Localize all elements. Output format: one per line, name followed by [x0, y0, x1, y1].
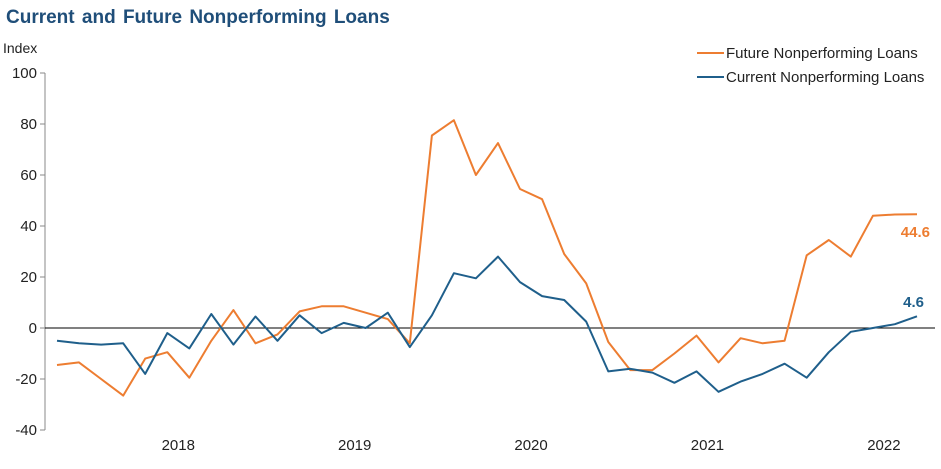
y-tick-label: 100 — [12, 65, 37, 82]
end-value-label-current: 4.6 — [903, 294, 924, 311]
y-tick-label: -20 — [15, 371, 37, 388]
series-line-current — [56, 255, 918, 393]
y-tick-label: -40 — [15, 422, 37, 439]
end-value-label-future: 44.6 — [901, 224, 930, 241]
x-tick-label-year: 2020 — [514, 437, 547, 454]
y-tick-label: 20 — [20, 269, 37, 286]
y-tick-label: 80 — [20, 116, 37, 133]
x-tick-label-year: 2019 — [338, 437, 371, 454]
legend-label-future: Future Nonperforming Loans — [726, 45, 918, 62]
x-tick-label-year: 2018 — [162, 437, 195, 454]
chart-title: Current and Future Nonperforming Loans — [6, 7, 390, 28]
y-axis-label: Index — [3, 40, 38, 56]
y-tick-label: 0 — [29, 320, 37, 337]
x-tick-label-year: 2021 — [691, 437, 724, 454]
legend-label-current: Current Nonperforming Loans — [726, 69, 924, 86]
x-tick-label-year: 2022 — [867, 437, 900, 454]
y-tick-label: 40 — [20, 218, 37, 235]
y-tick-label: 60 — [20, 167, 37, 184]
series-line-future — [56, 119, 918, 397]
